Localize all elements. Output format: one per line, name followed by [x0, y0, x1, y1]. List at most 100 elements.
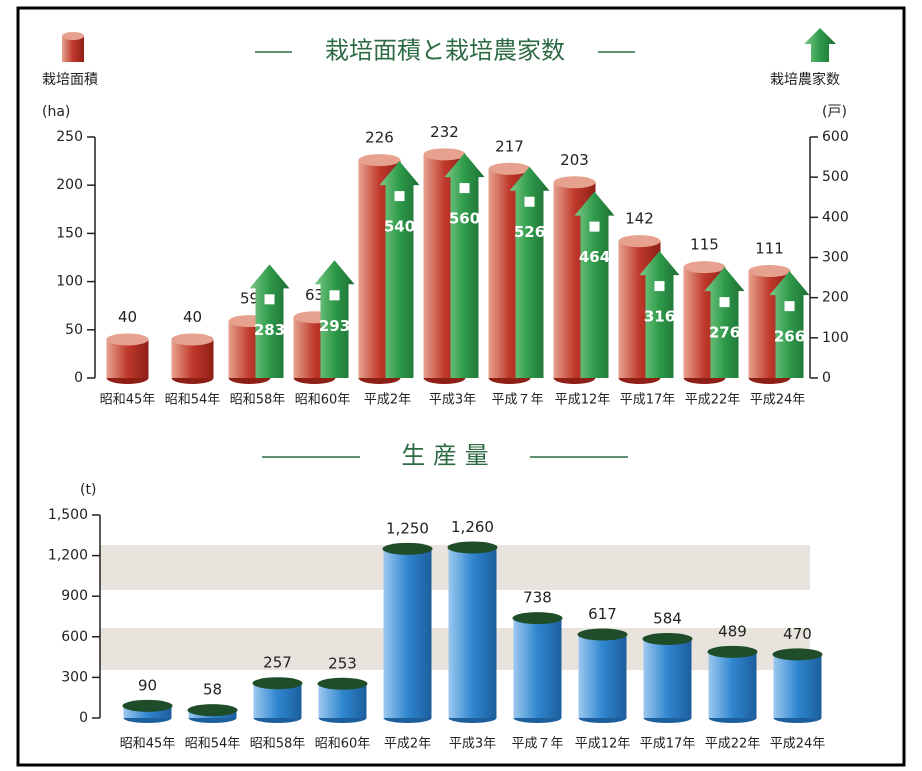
- x-tick-label: 昭和60年: [315, 737, 371, 752]
- bucket-top: [382, 542, 433, 555]
- value-label: 59: [240, 290, 259, 308]
- bucket-top: [187, 704, 238, 717]
- bucket-top: [317, 677, 368, 690]
- bar: [106, 339, 149, 378]
- value-label: 316: [644, 308, 675, 326]
- value-label: 253: [328, 654, 357, 672]
- value-label: 470: [783, 625, 812, 643]
- bar: [773, 654, 822, 718]
- arrow: [314, 260, 355, 378]
- value-label: 203: [560, 151, 589, 169]
- tick-label: 250: [56, 129, 83, 145]
- value-label: 266: [774, 328, 805, 346]
- axis-label: (t): [80, 482, 96, 498]
- arrow: [574, 191, 615, 378]
- x-tick-label: 昭和45年: [120, 737, 176, 752]
- x-tick-label: 昭和54年: [165, 393, 221, 408]
- value-label: 58: [203, 681, 222, 699]
- x-tick-label: 平成７年: [491, 393, 543, 408]
- value-label: 617: [588, 605, 617, 623]
- cylinder-top: [488, 162, 531, 175]
- x-tick-label: 昭和60年: [295, 393, 351, 408]
- legend-icon: [62, 36, 84, 62]
- cylinder-top: [748, 264, 791, 277]
- tick-label: 300: [61, 669, 88, 685]
- tick-label: 100: [56, 274, 83, 290]
- cylinder-top: [683, 261, 726, 274]
- value-label: 1,260: [451, 518, 494, 536]
- bucket-top: [707, 645, 758, 658]
- tick-label: 0: [822, 370, 831, 386]
- x-tick-label: 昭和45年: [100, 393, 156, 408]
- bar: [383, 548, 432, 718]
- x-tick-label: 昭和54年: [185, 737, 241, 752]
- x-tick-label: 平成22年: [685, 393, 741, 408]
- tick-label: 150: [56, 225, 83, 241]
- window: [719, 297, 730, 308]
- value-label: 217: [495, 137, 524, 155]
- value-label: 560: [449, 210, 480, 228]
- window: [654, 281, 665, 292]
- bucket-top: [447, 541, 498, 554]
- tick-label: 50: [65, 322, 83, 338]
- bucket-top: [252, 677, 303, 690]
- arrow: [379, 161, 420, 378]
- value-label: 276: [709, 324, 740, 342]
- bucket-top: [772, 648, 823, 661]
- tick-label: 500: [822, 169, 849, 185]
- x-tick-label: 平成17年: [620, 393, 676, 408]
- value-label: 584: [653, 609, 682, 627]
- value-label: 257: [263, 654, 292, 672]
- arrow: [639, 251, 680, 378]
- window: [784, 301, 795, 312]
- bucket-top: [122, 699, 173, 712]
- legend-icon: [62, 32, 84, 40]
- x-tick-label: 平成2年: [364, 393, 411, 408]
- tick-label: 200: [56, 177, 83, 193]
- chart-title: 生 産 量: [401, 442, 488, 470]
- cylinder-top: [358, 154, 401, 167]
- arrow: [249, 264, 290, 378]
- tick-label: 1,500: [48, 507, 88, 523]
- bucket-top: [577, 628, 628, 641]
- x-tick-label: 平成12年: [575, 737, 631, 752]
- bar: [171, 339, 214, 378]
- legend-icon: [804, 28, 836, 62]
- value-label: 540: [384, 218, 415, 236]
- tick-label: 600: [61, 629, 88, 645]
- tick-label: 400: [822, 209, 849, 225]
- x-tick-label: 昭和58年: [250, 737, 306, 752]
- x-tick-label: 平成3年: [449, 737, 496, 752]
- value-label: 1,250: [386, 519, 429, 537]
- chart-title: 栽培面積と栽培農家数: [325, 37, 565, 65]
- arrow: [509, 166, 550, 378]
- bar: [513, 618, 562, 718]
- value-label: 63: [305, 286, 324, 304]
- value-label: 232: [430, 123, 459, 141]
- value-label: 283: [254, 321, 285, 339]
- arrow: [704, 267, 745, 378]
- window: [589, 221, 600, 232]
- value-label: 40: [183, 308, 202, 326]
- tick-label: 300: [822, 250, 849, 266]
- bucket-top: [512, 612, 563, 625]
- axis-label: (戸): [822, 104, 847, 120]
- cylinder-top: [618, 235, 661, 248]
- x-tick-label: 平成24年: [770, 737, 826, 752]
- x-tick-label: 平成24年: [750, 393, 806, 408]
- cylinder-top: [171, 333, 214, 346]
- bar: [448, 547, 497, 718]
- value-label: 738: [523, 589, 552, 607]
- value-label: 464: [579, 248, 610, 266]
- bar: [708, 651, 757, 718]
- tick-label: 0: [74, 370, 83, 386]
- x-tick-label: 昭和58年: [230, 393, 286, 408]
- tick-label: 200: [822, 290, 849, 306]
- value-label: 142: [625, 210, 654, 228]
- value-label: 226: [365, 129, 394, 147]
- window: [264, 294, 275, 305]
- value-label: 111: [755, 239, 784, 257]
- tick-label: 100: [822, 330, 849, 346]
- value-label: 526: [514, 223, 545, 241]
- x-tick-label: 平成12年: [555, 393, 611, 408]
